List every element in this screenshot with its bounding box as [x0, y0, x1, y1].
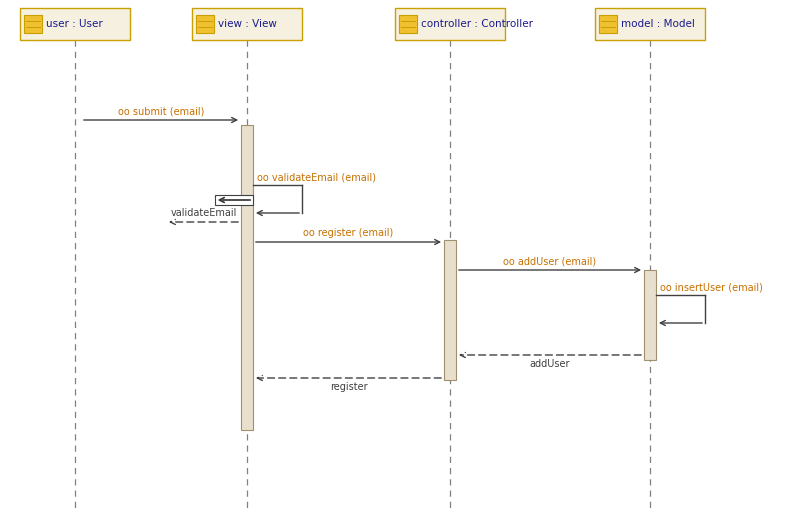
Text: user : User: user : User — [46, 19, 103, 29]
Text: model : Model: model : Model — [620, 19, 694, 29]
Text: view : View: view : View — [217, 19, 277, 29]
Bar — [594, 8, 704, 40]
Bar — [24, 15, 42, 33]
Bar — [444, 240, 456, 380]
Text: validateEmail: validateEmail — [170, 208, 236, 218]
Bar — [599, 15, 616, 33]
Bar — [398, 15, 417, 33]
Text: controller : Controller: controller : Controller — [420, 19, 532, 29]
Text: oo submit (email): oo submit (email) — [118, 106, 204, 116]
Bar — [195, 15, 214, 33]
Text: addUser: addUser — [529, 359, 569, 369]
Text: oo register (email): oo register (email) — [303, 228, 393, 238]
Bar — [191, 8, 302, 40]
Text: register: register — [329, 382, 367, 392]
Text: oo insertUser (email): oo insertUser (email) — [659, 282, 762, 292]
Bar — [643, 270, 655, 360]
Bar — [215, 195, 253, 205]
Bar — [394, 8, 504, 40]
Bar — [241, 125, 253, 430]
Text: oo validateEmail (email): oo validateEmail (email) — [257, 172, 375, 182]
Bar — [20, 8, 130, 40]
Text: oo addUser (email): oo addUser (email) — [503, 256, 596, 266]
